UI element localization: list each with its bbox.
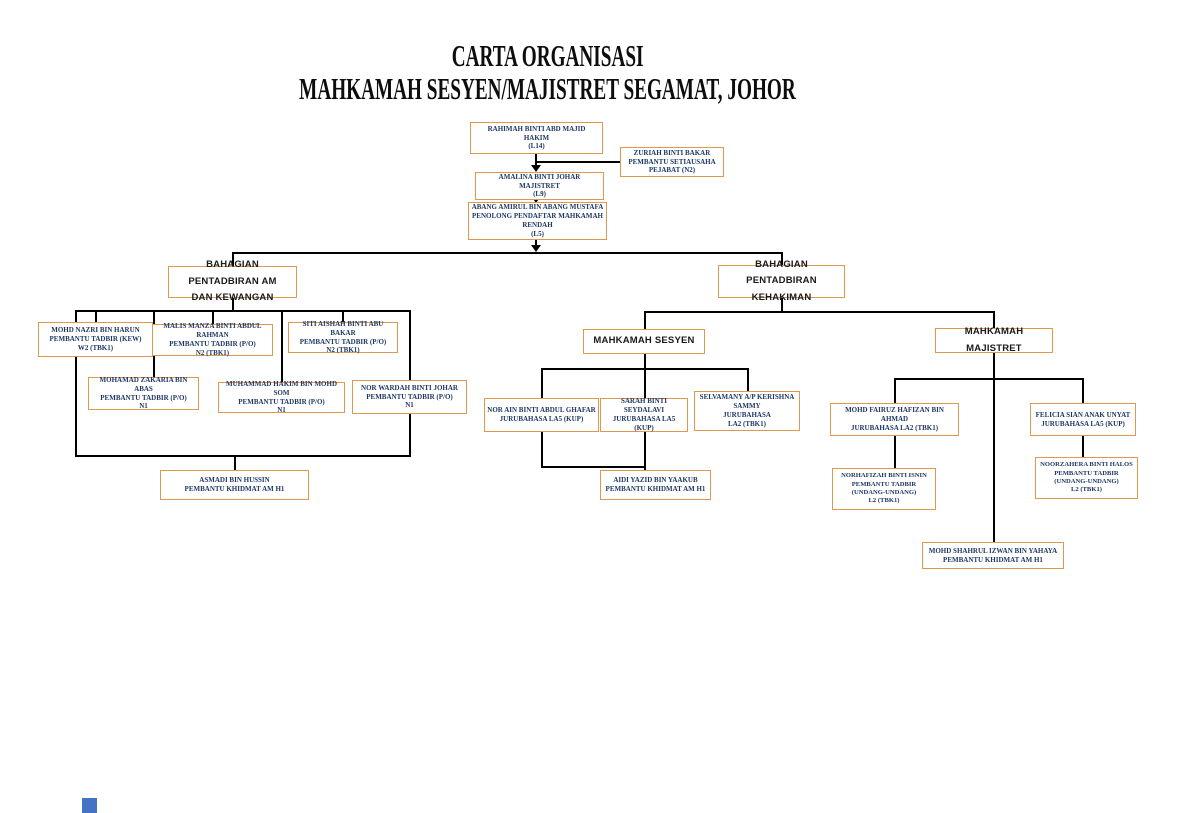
- node-sarah: SARAH BINTI SEYDALAVI JURUBAHASA LA5 (KUP…: [600, 397, 688, 432]
- connector: [75, 310, 411, 312]
- node-norhafizah: NORHAFIZAH BINTI ISNIN PEMBANTU TADBIR (UN…: [832, 468, 936, 510]
- connector: [644, 353, 646, 369]
- connector: [894, 435, 896, 468]
- connector: [644, 368, 646, 398]
- connector: [781, 252, 783, 265]
- node-mahkamah-majistret: MAHKAMAH MAJISTRET: [935, 326, 1053, 354]
- connector: [535, 239, 537, 247]
- connector: [409, 310, 411, 380]
- connector: [75, 310, 77, 457]
- node-selvamany: SELVAMANY A/P KERISHNA SAMMY JURUBAHASA LA…: [694, 391, 800, 431]
- connector: [541, 432, 543, 468]
- node-nor-wardah: NOR WARDAH BINTI JOHAR PEMBANTU TADBIR (P…: [352, 380, 467, 414]
- node-aidi-yazid: AIDI YAZID BIN YAAKUB PEMBANTU KHIDMAT AM…: [600, 470, 711, 500]
- connector: [993, 378, 995, 542]
- connector: [747, 368, 749, 392]
- connector: [894, 378, 1084, 380]
- node-noorzahera: NOORZAHERA BINTI HALOS PEMBANTU TADBIR (UN…: [1035, 457, 1138, 499]
- node-hakim: RAHIMAH BINTI ABD MAJID HAKIM (L14): [470, 122, 603, 154]
- connector: [536, 161, 620, 163]
- connector: [993, 352, 995, 379]
- connector: [644, 311, 646, 329]
- connector: [75, 455, 411, 457]
- connector: [644, 432, 646, 470]
- connector: [281, 310, 283, 382]
- node-nor-ain: NOR AIN BINTI ABDUL GHAFAR JURUBAHASA LA5…: [484, 398, 599, 432]
- node-mohamad-zakaria: MOHAMAD ZAKARIA BIN ABAS PEMBANTU TADBIR …: [88, 376, 199, 410]
- connector: [1082, 378, 1084, 403]
- connector-arrow: [531, 245, 541, 252]
- connector: [541, 466, 646, 468]
- node-malis-manza: MALIS MANZA BINTI ABDUL RAHMAN PEMBANTU T…: [152, 322, 273, 357]
- connector: [644, 311, 995, 313]
- connector: [993, 311, 995, 328]
- connector: [234, 455, 236, 470]
- connector: [232, 252, 234, 266]
- node-bahagian-pentadbiran-kehakiman: BAHAGIAN PENTADBIRAN KEHAKIMAN: [718, 259, 845, 303]
- chart-title-line2: MAHKAMAH SESYEN/MAJISTRET SEGAMAT, JOHOR: [299, 71, 796, 106]
- connector: [212, 310, 214, 324]
- node-felicia: FELICIA SIAN ANAK UNYAT JURUBAHASA LA5 (K…: [1030, 403, 1136, 436]
- connector: [781, 297, 783, 312]
- connector: [541, 368, 543, 398]
- connector: [232, 297, 234, 311]
- blue-corner-mark: [82, 798, 97, 813]
- node-mohd-shahrul: MOHD SHAHRUL IZWAN BIN YAHAYA PEMBANTU KH…: [922, 542, 1064, 569]
- node-siti-aishah: SITI AISHAH BINTI ABU BAKAR PEMBANTU TADB…: [288, 320, 398, 354]
- node-mohd-nazri: MOHD NAZRI BIN HARUN PEMBANTU TADBIR (KEW…: [38, 322, 153, 357]
- node-penolong-pendaftar: ABANG AMIRUL BIN ABANG MUSTAFA PENOLONG P…: [468, 202, 607, 240]
- connector-arrow: [531, 165, 541, 172]
- connector: [535, 153, 537, 167]
- node-muhammad-hakim: MUHAMMAD HAKIM BIN MOHD SOM PEMBANTU TADB…: [218, 380, 345, 414]
- connector: [342, 310, 344, 322]
- connector: [894, 378, 896, 403]
- node-mohd-fairuz: MOHD FAIRUZ HAFIZAN BIN AHMAD JURUBAHASA …: [830, 403, 959, 436]
- node-asmadi: ASMADI BIN HUSSIN PEMBANTU KHIDMAT AM H1: [160, 470, 309, 500]
- node-majistret: AMALINA BINTI JOHAR MAJISTRET (L9): [475, 172, 604, 200]
- node-bahagian-pentadbiran-am-kewangan: BAHAGIAN PENTADBIRAN AM DAN KEWANGAN: [168, 259, 297, 303]
- chart-title-line1: CARTA ORGANISASI: [451, 38, 644, 73]
- connector: [232, 252, 783, 254]
- node-mahkamah-sesyen: MAHKAMAH SESYEN: [583, 329, 705, 354]
- connector: [409, 413, 411, 457]
- node-pembantu-setiausaha: ZURIAH BINTI BAKAR PEMBANTU SETIAUSAHA PEJ…: [620, 147, 724, 177]
- connector: [1082, 435, 1084, 458]
- connector: [95, 310, 97, 322]
